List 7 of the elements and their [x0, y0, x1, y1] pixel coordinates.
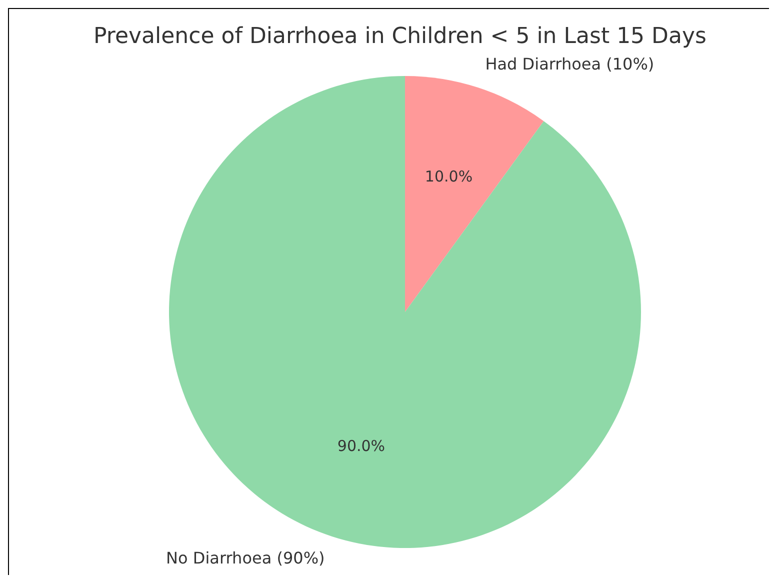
data-label: 10.0%	[424, 167, 473, 186]
slice-label: Had Diarrhoea (10%)	[485, 54, 654, 74]
chart-title: Prevalence of Diarrhoea in Children < 5 in Last 15 Days	[94, 24, 706, 50]
pie-slice	[169, 76, 641, 548]
pie-slice	[405, 76, 544, 312]
slice-label: No Diarrhoea (90%)	[166, 548, 325, 568]
data-label: 90.0%	[337, 436, 386, 455]
